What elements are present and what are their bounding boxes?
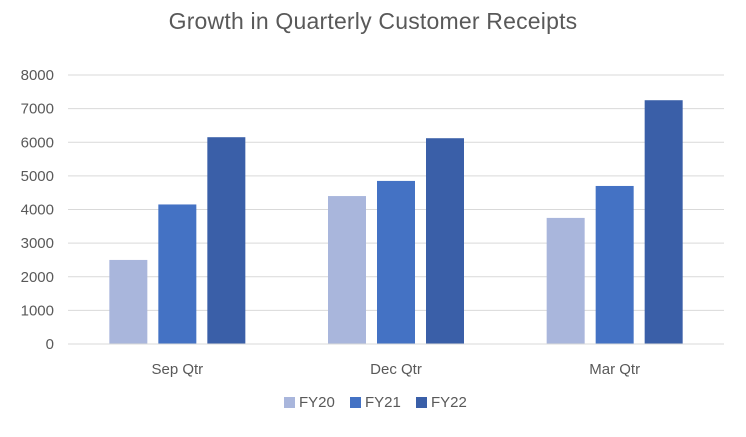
y-tick-label: 5000 xyxy=(21,168,54,185)
bars xyxy=(109,100,683,344)
legend-swatch-fy20 xyxy=(284,397,295,408)
legend-swatch-fy21 xyxy=(350,397,361,408)
y-tick-label: 0 xyxy=(46,336,54,353)
y-tick-label: 1000 xyxy=(21,302,54,319)
y-tick-label: 6000 xyxy=(21,134,54,151)
legend-label-fy21: FY21 xyxy=(365,394,401,411)
bar-fy20-mar-qtr xyxy=(546,217,585,344)
legend-label-fy22: FY22 xyxy=(431,394,467,411)
legend-label-fy20: FY20 xyxy=(299,394,335,411)
bar-fy22-dec-qtr xyxy=(426,138,464,344)
x-axis: Sep Qtr Dec Qtr Mar Qtr xyxy=(68,343,724,378)
y-axis-tick-labels: 0 1000 2000 3000 4000 5000 6000 7000 8000 xyxy=(21,67,54,353)
y-tick-label: 8000 xyxy=(21,67,54,84)
bar-fy20-dec-qtr xyxy=(328,196,366,344)
bar-fy22-sep-qtr xyxy=(207,137,246,344)
bar-fy21-dec-qtr xyxy=(377,180,415,344)
bar-fy20-sep-qtr xyxy=(109,259,148,344)
x-tick-label: Dec Qtr xyxy=(370,361,422,378)
y-tick-label: 7000 xyxy=(21,101,54,118)
legend: FY20 FY21 FY22 xyxy=(284,394,467,411)
y-tick-label: 3000 xyxy=(21,235,54,252)
bar-fy21-sep-qtr xyxy=(158,204,197,344)
bar-fy22-mar-qtr xyxy=(644,100,683,344)
x-tick-label: Sep Qtr xyxy=(151,361,203,378)
bar-fy21-mar-qtr xyxy=(595,185,634,344)
x-tick-label: Mar Qtr xyxy=(589,361,640,378)
legend-swatch-fy22 xyxy=(416,397,427,408)
y-tick-label: 2000 xyxy=(21,269,54,286)
chart-title: Growth in Quarterly Customer Receipts xyxy=(168,8,578,34)
y-tick-label: 4000 xyxy=(21,202,54,219)
